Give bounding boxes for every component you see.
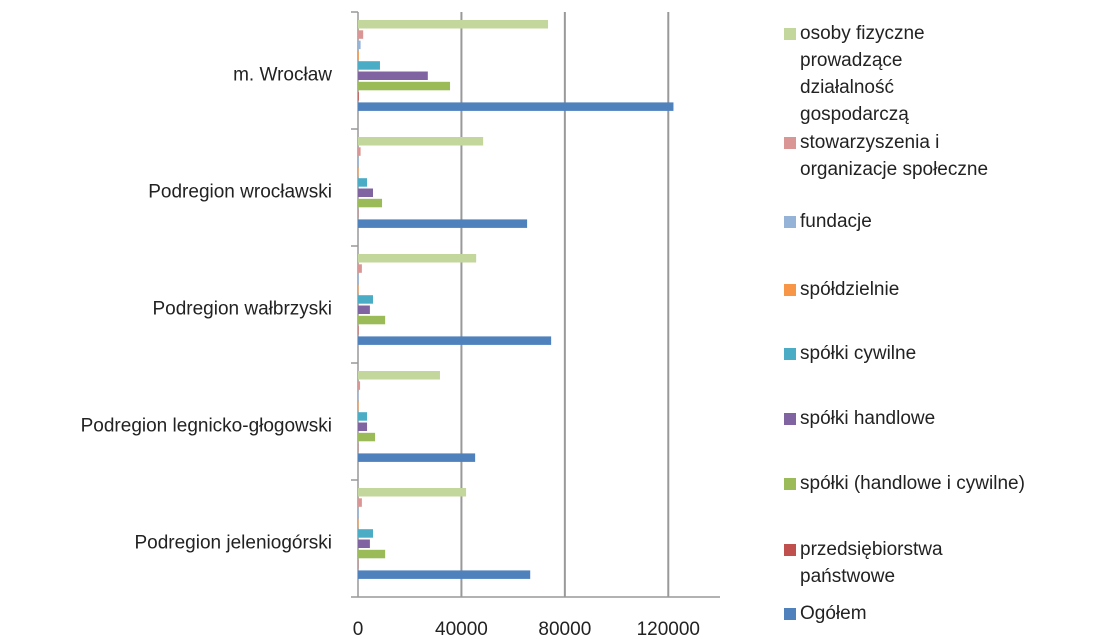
bar bbox=[358, 254, 477, 263]
legend-item: spółki cywilne bbox=[784, 340, 1044, 367]
bar bbox=[358, 167, 359, 177]
bar bbox=[358, 488, 467, 497]
bar bbox=[358, 315, 386, 325]
bar bbox=[358, 30, 364, 39]
bar bbox=[358, 137, 484, 146]
legend-label: fundacje bbox=[800, 211, 872, 232]
legend-label: stowarzyszenia i organizacje społeczne bbox=[800, 132, 989, 180]
legend-swatch bbox=[784, 284, 796, 296]
y-tick-label: Podregion legnicko-głogowski bbox=[81, 416, 332, 437]
bar bbox=[358, 570, 531, 579]
bar bbox=[358, 40, 361, 50]
bar bbox=[358, 539, 370, 548]
bar bbox=[358, 305, 370, 314]
legend-swatch bbox=[784, 478, 796, 490]
legend-swatch bbox=[784, 608, 796, 620]
bar bbox=[358, 326, 359, 335]
bar bbox=[358, 157, 359, 167]
legend-swatch bbox=[784, 544, 796, 556]
bar bbox=[358, 432, 376, 442]
legend-item: osoby fizyczne prowadzące działalność go… bbox=[784, 20, 994, 128]
bar bbox=[358, 381, 361, 390]
bar bbox=[358, 274, 359, 284]
x-tick-label: 120000 bbox=[637, 619, 700, 639]
legend-item: spółki handlowe bbox=[784, 405, 1044, 432]
bar bbox=[358, 401, 359, 411]
legend-label: osoby fizyczne prowadzące działalność go… bbox=[800, 23, 925, 125]
bar bbox=[358, 453, 476, 462]
bar bbox=[358, 102, 674, 111]
y-tick-label: Podregion jeleniogórski bbox=[134, 533, 332, 554]
bar bbox=[358, 219, 528, 228]
bar bbox=[358, 81, 451, 91]
legend-label: przedsiębiorstwa państwowe bbox=[800, 539, 943, 587]
legend-label: Ogółem bbox=[800, 603, 867, 624]
x-tick-label: 80000 bbox=[538, 619, 591, 639]
x-tick-label: 40000 bbox=[435, 619, 488, 639]
bar bbox=[358, 50, 359, 60]
y-tick-label: Podregion wrocławski bbox=[148, 182, 332, 203]
bar bbox=[358, 264, 362, 273]
bar bbox=[358, 178, 368, 187]
bar bbox=[358, 498, 362, 507]
legend-label: spółki cywilne bbox=[800, 343, 917, 364]
legend-item: fundacje bbox=[784, 208, 1044, 235]
bar bbox=[358, 508, 359, 518]
legend-swatch bbox=[784, 28, 796, 40]
y-tick-label: Podregion wałbrzyski bbox=[152, 299, 332, 320]
bar bbox=[358, 20, 549, 29]
y-tick-label: m. Wrocław bbox=[233, 65, 332, 86]
legend-label: spółki (handlowe i cywilne) bbox=[800, 473, 1025, 494]
legend-swatch bbox=[784, 348, 796, 360]
legend-item: spółdzielnie bbox=[784, 276, 1044, 303]
legend-item: Ogółem bbox=[784, 600, 984, 627]
x-tick-label: 0 bbox=[353, 619, 364, 639]
bar bbox=[358, 147, 361, 156]
bar bbox=[358, 412, 368, 421]
bar bbox=[358, 284, 359, 294]
bar bbox=[358, 188, 373, 197]
legend-swatch bbox=[784, 413, 796, 425]
legend-swatch bbox=[784, 137, 796, 149]
bar bbox=[358, 529, 373, 538]
bar bbox=[358, 198, 383, 208]
legend-item: stowarzyszenia i organizacje społeczne bbox=[784, 129, 1029, 183]
bar bbox=[358, 518, 359, 528]
bar bbox=[358, 92, 359, 101]
legend-item: przedsiębiorstwa państwowe bbox=[784, 536, 984, 590]
bar bbox=[358, 371, 440, 380]
bar bbox=[358, 391, 359, 401]
bar bbox=[358, 549, 386, 559]
bar bbox=[358, 295, 373, 304]
bar bbox=[358, 336, 552, 345]
bar bbox=[358, 71, 428, 80]
bar bbox=[358, 422, 368, 431]
legend-item: spółki (handlowe i cywilne) bbox=[784, 470, 1084, 497]
legend-label: spółki handlowe bbox=[800, 408, 936, 429]
legend-label: spółdzielnie bbox=[800, 279, 900, 300]
legend-swatch bbox=[784, 216, 796, 228]
bar bbox=[358, 61, 380, 70]
